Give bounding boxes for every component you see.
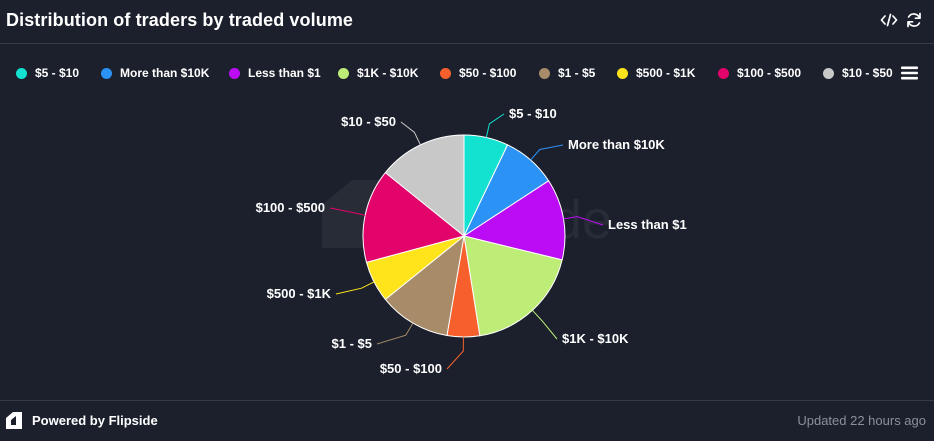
pie-slice[interactable]: [384, 235, 465, 337]
updated-timestamp: Updated 22 hours ago: [797, 413, 926, 428]
slice-connector: [563, 216, 604, 226]
legend-label: $10 - $50: [842, 66, 893, 80]
legend-item[interactable]: $10 - $50: [823, 66, 893, 80]
chart-title: Distribution of traders by traded volume: [6, 10, 354, 30]
chart-footer: Powered by Flipside Updated 22 hours ago: [0, 400, 934, 441]
slice-connector: [530, 144, 564, 161]
slice-connector: [335, 281, 375, 295]
legend-marker: [823, 67, 834, 79]
pie-slice[interactable]: [463, 180, 566, 261]
legend-item[interactable]: Less than $1: [229, 66, 321, 80]
slice-label: $500 - $1K: [267, 286, 332, 301]
slice-label: $50 - $100: [380, 361, 442, 376]
legend-item[interactable]: $500 - $1K: [617, 66, 695, 80]
chart-legend: $5 - $10 More than $10K Less than $1 $1K…: [0, 58, 934, 88]
legend-label: $1K - $10K: [357, 66, 419, 80]
legend-marker: [16, 67, 27, 79]
slice-label: $5 - $10: [509, 106, 557, 121]
pie-slice[interactable]: [384, 134, 465, 237]
slice-label: Less than $1: [608, 217, 687, 232]
legend-marker: [539, 67, 550, 79]
slice-connector: [400, 121, 421, 146]
legend-item[interactable]: $1K - $10K: [338, 66, 418, 80]
pie-slice[interactable]: [463, 235, 563, 337]
legend-marker: [440, 67, 451, 79]
legend-marker: [229, 67, 240, 79]
slice-label: $10 - $50: [341, 114, 396, 129]
code-icon[interactable]: [880, 11, 898, 29]
slice-label: More than $10K: [568, 137, 665, 152]
slice-connector: [376, 322, 414, 345]
legend-marker: [718, 67, 729, 79]
slice-connector: [446, 336, 464, 370]
hamburger-menu-icon[interactable]: [901, 66, 918, 80]
legend-item[interactable]: $100 - $500: [718, 66, 801, 80]
slice-label: $1 - $5: [332, 336, 372, 351]
refresh-icon[interactable]: [905, 11, 923, 29]
flipside-logo-icon: [6, 412, 22, 429]
chart-header: Distribution of traders by traded volume: [0, 0, 934, 44]
legend-label: $500 - $1K: [636, 66, 696, 80]
powered-by-text[interactable]: Powered by Flipside: [32, 413, 158, 428]
slice-connector: [329, 207, 366, 216]
legend-item[interactable]: $5 - $10: [16, 66, 79, 80]
legend-label: $5 - $10: [35, 66, 80, 80]
legend-item[interactable]: $50 - $100: [440, 66, 516, 80]
legend-label: Less than $1: [248, 66, 321, 80]
legend-label: $50 - $100: [459, 66, 517, 80]
slice-label: $1K - $10K: [562, 331, 629, 346]
legend-item[interactable]: $1 - $5: [539, 66, 595, 80]
slice-connector: [532, 309, 558, 340]
legend-marker: [101, 67, 112, 79]
legend-marker: [338, 67, 349, 79]
slice-connector: [485, 113, 505, 138]
legend-label: $100 - $500: [737, 66, 802, 80]
legend-label: More than $10K: [120, 66, 210, 80]
legend-marker: [617, 67, 628, 79]
legend-item[interactable]: More than $10K: [101, 66, 209, 80]
legend-label: $1 - $5: [558, 66, 596, 80]
slice-label: $100 - $500: [256, 200, 325, 215]
